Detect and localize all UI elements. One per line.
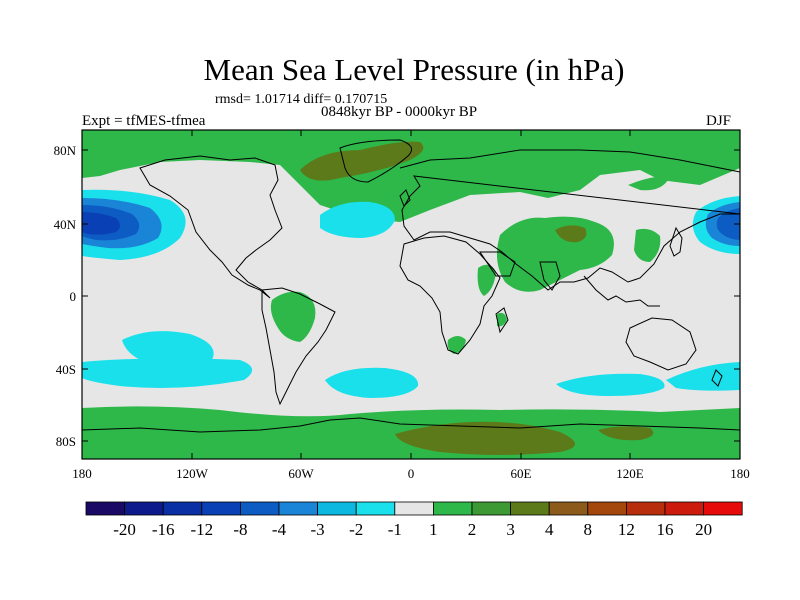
period-line: 0848kyr BP - 0000kyr BP [321,104,478,120]
colorbar-swatch-2 [162,501,203,516]
lon-tick-180e: 180 [730,466,750,481]
greenland-coast [339,139,413,183]
colorbar-label-11: 4 [545,520,554,539]
colorbar-label-14: 16 [657,520,674,539]
arabia-coast [479,251,516,277]
antarctic-olive-region [395,421,575,455]
east-asia-green-strip [634,228,661,262]
north-pacific-darkblue-west [82,212,120,235]
south-pacific-cyan [122,331,214,368]
lon-tick-60w: 60W [288,466,314,481]
experiment-label: Expt = tfMES-tfmea [82,113,206,129]
northern-green-region [82,130,740,222]
africa-coast [399,235,501,355]
africa-green-strip [477,264,496,296]
lat-tick-80s: 80S [56,434,76,449]
colorbar-swatch-1 [124,501,164,516]
south-america-coast [261,287,336,406]
colorbar-label-15: 20 [695,520,712,539]
colorbar-label-5: -3 [311,520,325,539]
south-atlantic-cyan [325,367,419,398]
north-america-coast [139,155,283,299]
colorbar-label-1: -16 [152,520,175,539]
south-indian-cyan [556,373,665,396]
greenland-olive-region [300,141,424,181]
lat-tick-40s: 40S [56,362,76,377]
new-zealand-coast [711,369,723,387]
lat-tick-0: 0 [70,289,77,304]
colorbar-label-6: -2 [349,520,363,539]
colorbar-swatch-4 [239,501,280,516]
madagascar-green-patch [497,312,507,327]
lat-tick-40n: 40N [54,217,77,232]
coastlines [82,139,740,433]
south-pacific-cyan-2 [82,358,253,388]
colorbar-swatch-3 [201,501,241,516]
colorbar-swatch-14 [626,501,666,516]
india-coast [539,261,561,291]
colorbar-swatch-6 [317,501,357,516]
colorbar-swatch-13 [587,501,627,516]
antarctica-coast [82,417,740,433]
north-atlantic-cyan [320,201,395,238]
colorbar-label-0: -20 [113,520,136,539]
north-pacific-midblue-east [716,208,740,240]
colorbar-label-8: 1 [429,520,438,539]
asia-olive-patch [555,225,587,243]
map-title: Mean Sea Level Pressure (in hPa) [203,52,625,87]
season-label: DJF [706,113,732,129]
colorbar-swatch-11 [510,501,550,516]
colorbar-swatch-8 [394,501,434,516]
colorbar-swatch-15 [664,501,704,516]
lat-axis: 80N 40N 0 40S 80S [54,143,740,449]
colorbar-label-13: 12 [618,520,635,539]
colorbar-label-10: 3 [506,520,515,539]
south-america-green-region [270,291,316,342]
field-layer [82,130,740,459]
colorbar-label-7: -1 [388,520,402,539]
stats-line: rmsd= 1.01714 diff= 0.170715 [215,92,388,107]
uk-coast [399,189,411,207]
antarctic-olive-patch [598,426,654,441]
colorbar-label-4: -4 [272,520,287,539]
lon-tick-120e: 120E [616,466,644,481]
south-pacific-cyan-east [666,362,740,391]
colorbar-label-3: -8 [233,520,247,539]
lon-axis: 180 120W 60W 0 60E 120E 180 [72,130,750,481]
colorbar-swatch-12 [548,501,589,516]
southeast-asia-coast [583,275,660,307]
australia-coast [625,317,697,371]
madagascar-coast [495,307,509,334]
japan-coast [669,226,683,257]
colorbar-swatch-9 [432,501,473,516]
lat-tick-80n: 80N [54,143,77,158]
colorbar-label-2: -12 [190,520,213,539]
colorbar-swatch-16 [703,501,743,516]
lon-tick-0: 0 [408,466,415,481]
colorbar-swatch-5 [278,501,318,516]
colorbar-swatch-7 [355,501,396,516]
colorbar: -20 -16 -12 -8 -4 -3 -2 -1 1 2 3 4 8 12 16 20 [85,501,743,539]
lon-tick-60e: 60E [511,466,532,481]
colorbar-swatch-0 [85,501,125,516]
lon-tick-180w: 180 [72,466,92,481]
colorbar-label-12: 8 [584,520,593,539]
colorbar-label-9: 2 [468,520,477,539]
east-asia-green-patch [628,176,668,191]
eurasia-coast [399,149,740,291]
lon-tick-120w: 120W [176,466,209,481]
colorbar-swatch-10 [471,501,511,516]
